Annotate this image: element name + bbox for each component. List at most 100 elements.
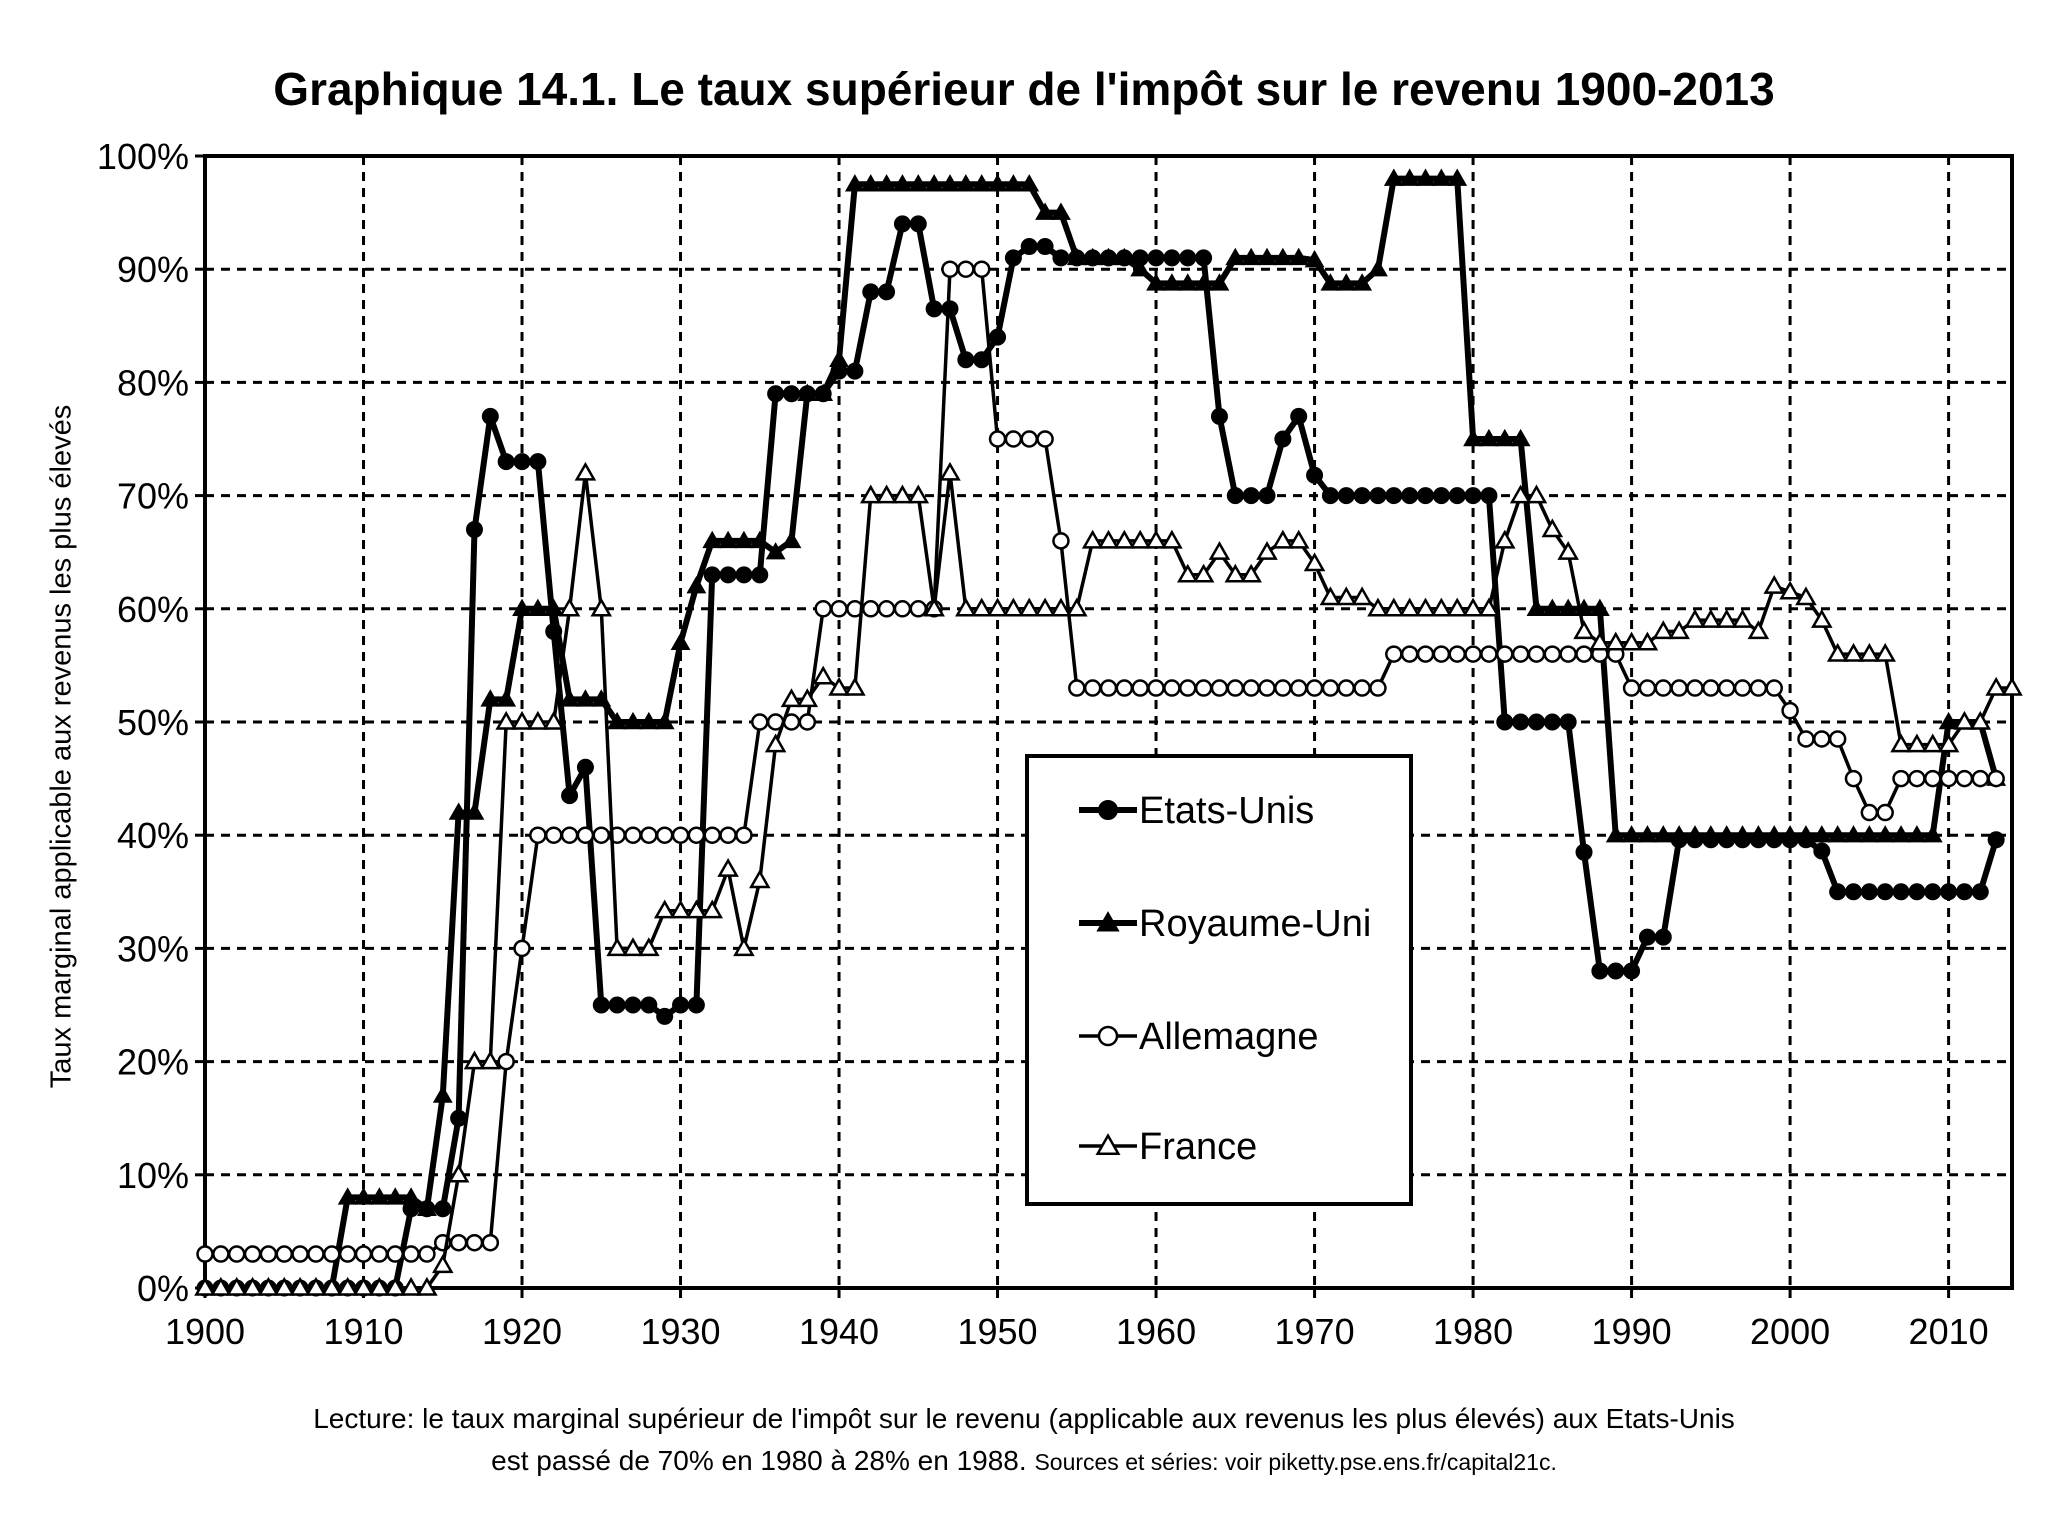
data-point — [622, 937, 644, 957]
data-point — [385, 1187, 406, 1205]
data-point — [1622, 679, 1641, 697]
data-point — [1337, 487, 1355, 505]
data-point — [859, 484, 882, 504]
data-point — [1367, 597, 1389, 617]
data-point — [210, 1276, 232, 1296]
data-point — [1019, 174, 1040, 192]
data-point — [1527, 713, 1545, 731]
data-point — [1320, 273, 1341, 291]
data-point — [1747, 620, 1770, 640]
x-tick-label: 2000 — [1750, 1311, 1830, 1352]
data-point — [1892, 769, 1910, 788]
data-point — [574, 461, 597, 481]
data-point — [907, 484, 930, 504]
data-point — [1859, 825, 1880, 843]
data-point — [1274, 679, 1292, 697]
data-point — [369, 1187, 390, 1205]
data-point — [1114, 247, 1135, 266]
data-point — [939, 461, 961, 481]
data-point — [480, 689, 501, 707]
data-point — [1098, 247, 1119, 266]
data-point — [241, 1276, 264, 1296]
data-point — [212, 1245, 230, 1263]
data-point — [1096, 911, 1120, 932]
data-point — [1018, 597, 1041, 617]
data-point — [892, 174, 913, 192]
data-point — [386, 1245, 404, 1263]
data-point — [1147, 249, 1165, 267]
data-point — [1589, 598, 1610, 617]
data-point — [1527, 645, 1546, 663]
data-point — [735, 566, 753, 584]
data-point — [527, 710, 549, 730]
data-point — [1368, 259, 1388, 277]
data-point — [989, 328, 1007, 346]
data-point — [1686, 679, 1704, 697]
data-point — [924, 174, 945, 192]
data-point — [1700, 825, 1721, 843]
data-point — [432, 1085, 453, 1103]
data-point — [481, 1233, 500, 1252]
data-point — [718, 530, 738, 549]
data-point — [416, 1198, 437, 1216]
data-point — [861, 600, 880, 618]
data-point — [1398, 597, 1421, 617]
data-point — [1908, 769, 1926, 788]
data-point — [1129, 529, 1151, 549]
data-point — [592, 996, 610, 1014]
data-point — [1272, 247, 1293, 266]
data-point — [1813, 730, 1831, 748]
data-point — [638, 937, 660, 957]
data-point — [1224, 563, 1247, 583]
data-point — [1099, 679, 1118, 697]
sources-note: Sources et séries: voir piketty.pse.ens.… — [1034, 1449, 1557, 1475]
data-point — [1971, 883, 1989, 901]
data-point — [338, 1245, 357, 1263]
data-point — [561, 787, 579, 805]
data-point — [1828, 730, 1847, 748]
data-point — [893, 600, 912, 618]
data-point — [481, 407, 499, 425]
data-point — [1733, 679, 1752, 697]
data-point — [862, 283, 880, 301]
data-point — [1161, 529, 1183, 549]
data-point — [275, 1245, 294, 1263]
data-point — [1432, 645, 1451, 663]
chart-title: Graphique 14.1. Le taux supérieur de l'i… — [273, 63, 1775, 115]
data-point — [876, 174, 897, 192]
data-point — [1493, 529, 1516, 549]
data-point — [1066, 247, 1087, 266]
data-point — [860, 174, 881, 192]
data-point — [225, 1276, 248, 1296]
data-point — [307, 1245, 325, 1263]
data-point — [608, 996, 626, 1014]
data-point — [1480, 645, 1498, 663]
data-point — [734, 530, 754, 549]
data-point — [1906, 733, 1928, 753]
data-point — [194, 1276, 216, 1296]
data-point — [957, 260, 975, 278]
data-point — [1464, 645, 1482, 663]
data-point — [431, 1254, 454, 1274]
data-point — [830, 600, 848, 618]
data-point — [1003, 174, 1024, 192]
data-point — [1194, 679, 1213, 697]
data-point — [1623, 962, 1641, 980]
data-point — [1210, 407, 1228, 425]
data-point — [1938, 711, 1959, 730]
data-point — [909, 600, 928, 618]
data-point — [1542, 598, 1563, 617]
data-point — [1526, 598, 1547, 617]
data-point — [1431, 168, 1452, 186]
data-point — [513, 453, 531, 471]
data-point — [940, 174, 960, 192]
data-point — [576, 758, 594, 776]
data-point — [1716, 825, 1737, 843]
reading-note-line2: est passé de 70% en 1980 à 28% en 1988. … — [0, 1440, 2048, 1483]
data-point — [1971, 769, 1990, 788]
data-point — [1163, 249, 1181, 267]
data-point — [829, 349, 849, 367]
data-point — [844, 174, 865, 192]
x-tick-label: 1970 — [1275, 1311, 1355, 1352]
data-point — [1081, 529, 1104, 549]
